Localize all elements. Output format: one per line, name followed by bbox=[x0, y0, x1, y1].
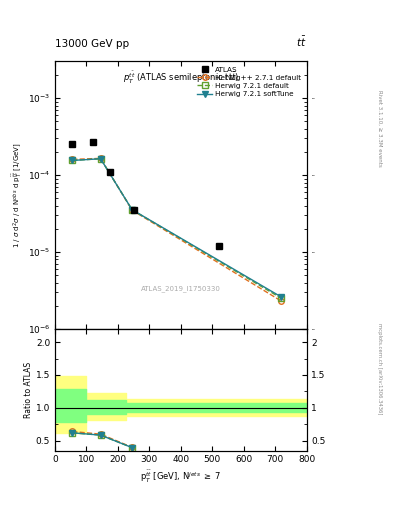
Herwig 7.2.1 softTune bbox=[130, 207, 134, 213]
ATLAS bbox=[108, 169, 112, 175]
Legend: ATLAS, Herwig++ 2.7.1 default, Herwig 7.2.1 default, Herwig 7.2.1 softTune: ATLAS, Herwig++ 2.7.1 default, Herwig 7.… bbox=[195, 65, 303, 99]
Y-axis label: Ratio to ATLAS: Ratio to ATLAS bbox=[24, 361, 33, 418]
ATLAS bbox=[216, 243, 221, 249]
Herwig 7.2.1 default bbox=[70, 157, 75, 163]
Herwig 7.2.1 default bbox=[98, 156, 103, 162]
Text: mcplots.cern.ch [arXiv:1306.3436]: mcplots.cern.ch [arXiv:1306.3436] bbox=[377, 323, 382, 414]
Herwig 7.2.1 softTune bbox=[279, 294, 284, 300]
Herwig++ 2.7.1 default bbox=[130, 207, 134, 213]
Line: ATLAS: ATLAS bbox=[70, 139, 221, 249]
Text: ATLAS_2019_I1750330: ATLAS_2019_I1750330 bbox=[141, 286, 221, 292]
Herwig 7.2.1 default bbox=[130, 207, 134, 213]
Y-axis label: 1 / $\sigma$ d$^2\sigma$ / d N$^{obs}$ d p$^{\bar{t}\bar{t}}_T$ [1/GeV]: 1 / $\sigma$ d$^2\sigma$ / d N$^{obs}$ d… bbox=[11, 142, 25, 248]
Text: $t\bar{t}$: $t\bar{t}$ bbox=[296, 34, 307, 49]
ATLAS bbox=[131, 207, 136, 213]
Text: Rivet 3.1.10, ≥ 3.3M events: Rivet 3.1.10, ≥ 3.3M events bbox=[377, 90, 382, 166]
X-axis label: p$^{\bar{t}\bar{t}}_T$ [GeV], N$^{jets}$ $\geq$ 7: p$^{\bar{t}\bar{t}}_T$ [GeV], N$^{jets}$… bbox=[140, 468, 222, 485]
Herwig 7.2.1 softTune bbox=[70, 157, 75, 163]
Text: 13000 GeV pp: 13000 GeV pp bbox=[55, 38, 129, 49]
Line: Herwig++ 2.7.1 default: Herwig++ 2.7.1 default bbox=[70, 156, 284, 304]
Herwig++ 2.7.1 default bbox=[98, 155, 103, 161]
Herwig 7.2.1 softTune bbox=[98, 156, 103, 162]
Line: Herwig 7.2.1 softTune: Herwig 7.2.1 softTune bbox=[70, 156, 284, 300]
Text: $p_T^{t\bar{t}}$ (ATLAS semileptonic tt$\bar{t}$): $p_T^{t\bar{t}}$ (ATLAS semileptonic tt$… bbox=[123, 70, 239, 86]
Line: Herwig 7.2.1 default: Herwig 7.2.1 default bbox=[70, 156, 284, 301]
ATLAS bbox=[90, 139, 95, 145]
Herwig++ 2.7.1 default bbox=[279, 298, 284, 304]
Herwig 7.2.1 default bbox=[279, 295, 284, 302]
ATLAS bbox=[70, 141, 75, 147]
Herwig++ 2.7.1 default bbox=[70, 156, 75, 162]
